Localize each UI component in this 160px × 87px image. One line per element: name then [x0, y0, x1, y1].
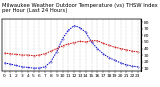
Text: Milwaukee Weather Outdoor Temperature (vs) THSW Index per Hour (Last 24 Hours): Milwaukee Weather Outdoor Temperature (v… — [2, 3, 157, 13]
